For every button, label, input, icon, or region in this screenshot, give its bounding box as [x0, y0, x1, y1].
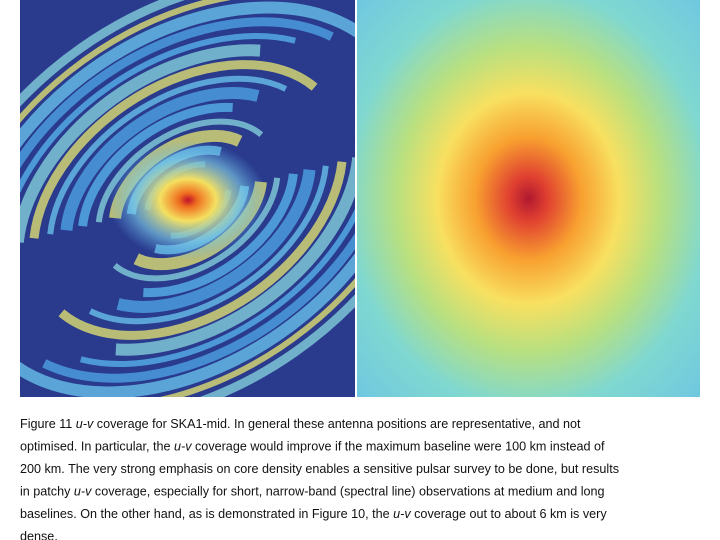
arc: [47, 75, 288, 235]
caption-text: coverage out to about 6 km is very: [411, 507, 608, 521]
caption-text: Figure 11: [20, 417, 76, 431]
caption-italic: u-v: [393, 507, 411, 521]
arc: [78, 102, 233, 227]
arc: [115, 157, 355, 356]
caption-line: dense.: [20, 530, 58, 540]
arc: [42, 137, 355, 397]
uv-coverage-image: [20, 0, 355, 397]
caption-line: Figure 11 u-v coverage for SKA1-mid. In …: [20, 417, 581, 431]
arc: [143, 173, 298, 298]
caption-text: coverage, especially for short, narrow-b…: [91, 485, 604, 499]
arc: [20, 145, 355, 397]
arc: [20, 0, 288, 259]
caption-text: 200 km. The very strong emphasis on core…: [20, 462, 619, 476]
caption-text: coverage would improve if the maximum ba…: [192, 440, 605, 454]
caption-italic: u-v: [74, 485, 92, 499]
caption-text: baselines. On the other hand, as is demo…: [20, 507, 393, 521]
arc: [29, 60, 318, 239]
arc: [88, 165, 329, 325]
arc: [80, 153, 355, 367]
caption: Figure 11 u-v coverage for SKA1-mid. In …: [20, 417, 619, 540]
caption-text: coverage for SKA1-mid. In general these …: [93, 417, 581, 431]
caption-line: optimised. In particular, the u-v covera…: [20, 440, 605, 454]
caption-line: in patchy u-v coverage, especially for s…: [20, 485, 605, 499]
arc: [95, 118, 264, 223]
psf-image: [357, 0, 700, 397]
caption-text: optimised. In particular, the: [20, 440, 174, 454]
arc: [20, 44, 261, 243]
arc: [112, 177, 281, 282]
arc: [20, 17, 334, 251]
caption-italic: u-v: [174, 440, 192, 454]
arc: [116, 169, 316, 313]
arc: [88, 141, 355, 397]
caption-line: baselines. On the other hand, as is demo…: [20, 507, 607, 521]
arc: [42, 149, 355, 383]
arc: [60, 87, 260, 231]
caption-italic: u-v: [76, 417, 94, 431]
caption-text: dense.: [20, 530, 58, 540]
arc: [20, 0, 334, 263]
arc: [20, 1, 355, 255]
arc: [20, 33, 296, 247]
caption-line: 200 km. The very strong emphasis on core…: [20, 462, 619, 476]
caption-text: in patchy: [20, 485, 74, 499]
arc: [58, 161, 347, 340]
